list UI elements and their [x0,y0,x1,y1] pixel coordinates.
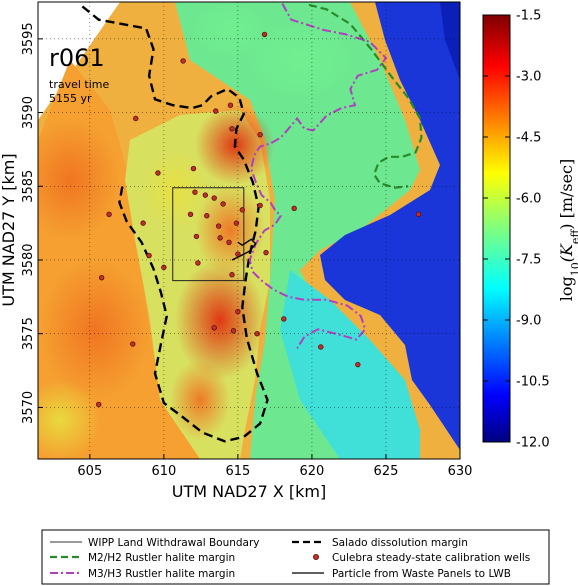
calibration-well-21 [217,235,223,241]
salado-margin-line [81,5,269,443]
calibration-well-9 [192,189,198,195]
y-tick-label-3570: 3570 [21,391,36,424]
cb-log-base: 10 [569,262,578,276]
calibration-well-13 [239,207,246,213]
cb-tick-label-5: -9.0 [516,314,541,329]
calibration-well-12 [220,201,226,207]
calibration-well-19 [233,220,240,226]
map-overlays [81,3,423,443]
colorbar-title: log10(Keff) [m/sec] [557,159,578,302]
calibration-well-1 [212,108,219,114]
cb-tick-label-1: -3.0 [516,70,541,85]
y-tick-label-3585: 3585 [21,170,36,203]
cb-log: log [557,276,576,301]
y-tick-label-3575: 3575 [21,317,36,350]
calibration-well-16 [187,211,194,217]
calibration-well-3 [257,131,263,138]
calibration-well-40 [211,325,217,331]
travel-time-label: travel time [49,78,109,91]
calibration-well-28 [106,211,112,217]
cyan-zone [280,270,420,459]
calibration-well-2 [229,126,235,132]
calibration-well-11 [211,195,217,201]
run-label: r061 [49,44,105,72]
calibration-well-30 [146,252,152,259]
calibration-well-10 [202,192,209,198]
x-tick-label-615: 615 [225,464,250,479]
wipp-boundary [172,187,245,282]
y-axis-title: UTM NAD27 Y [km] [0,153,18,306]
x-tick-label-620: 620 [300,464,325,479]
plot-frame [37,1,461,460]
calibration-well-36 [318,344,324,350]
calibration-well-15 [291,205,297,212]
calibration-well-22 [226,239,232,245]
cb-tick-label-7: -12.0 [516,436,550,451]
calibration-well-0 [133,115,139,122]
calibration-well-4 [261,31,268,38]
x-tick-label-610: 610 [151,464,176,479]
calibration-well-18 [215,223,222,229]
y-tick-label-3580: 3580 [21,243,36,276]
east-green-zone [175,2,420,459]
x-axis-title: UTM NAD27 X [km] [172,482,326,501]
calibration-well-29 [98,274,105,281]
calibration-well-5 [180,58,186,64]
calibration-well-6 [227,102,234,108]
calibration-well-7 [190,165,197,172]
cb-tick-label-0: -1.5 [516,9,541,24]
calibration-well-27 [140,220,146,226]
calibration-well-31 [229,272,235,278]
legend-item-particle: Particle from Waste Panels to LWB [332,568,511,580]
calibration-well-26 [161,264,167,271]
y-axis: 3570 3575 3580 3585 3590 3595 [21,22,43,424]
cb-unit: ) [m/sec] [557,159,576,230]
calibration-well-41 [415,211,422,217]
legend-item-salado: Salado dissolution margin [332,537,468,549]
y-tick-label-3590: 3590 [21,96,36,129]
legend-box [41,529,550,585]
calibration-well-25 [195,260,201,266]
calibration-well-8 [155,170,161,176]
conductivity-field [38,2,460,459]
legend-item-wells: Culebra steady-state calibration wells [332,552,530,564]
calibration-well-33 [230,328,237,334]
travel-time-value: 5155 yr [49,92,92,105]
x-tick-label-625: 625 [374,464,399,479]
calibration-well-17 [204,213,210,219]
cb-tick-label-6: -10.5 [516,375,550,390]
legend-item-m3h3: M3/H3 Rustler halite margin [88,568,235,580]
x-axis: 605 610 615 620 625 630 [77,454,472,479]
cb-tick-label-3: -6.0 [516,192,541,207]
colorbar-ticks: -1.5 -3.0 -4.5 -6.0 -7.5 -9.0 -10.5 -12.0 [483,9,550,451]
x-tick-label-630: 630 [448,464,473,479]
cb-tick-label-4: -7.5 [516,253,541,268]
calibration-well-38 [130,341,136,347]
calibration-well-39 [96,401,102,408]
calibration-well-24 [263,249,269,256]
legend-swatch-wells [312,554,319,561]
cb-var-sub: eff [569,229,578,245]
y-tick-label-3595: 3595 [21,22,36,55]
legend-item-m2h2: M2/H2 Rustler halite margin [88,552,235,564]
blue-basin [320,2,460,450]
grid [38,2,460,459]
cb-var: (K [557,243,576,262]
cb-tick-label-2: -4.5 [516,131,541,146]
m2h2-margin-line [308,3,423,189]
x-tick-label-605: 605 [77,464,102,479]
calibration-well-37 [355,361,361,368]
colorbar [482,14,511,443]
legend-item-wipp: WIPP Land Withdrawal Boundary [88,537,260,549]
calibration-well-14 [257,202,263,209]
m3h3-margin-line [248,3,388,349]
calibration-well-35 [281,316,287,322]
calibration-well-32 [235,308,241,315]
particle-path [231,238,257,261]
calibration-well-20 [193,233,200,240]
legend: WIPP Land Withdrawal Boundary Salado dis… [41,529,550,585]
